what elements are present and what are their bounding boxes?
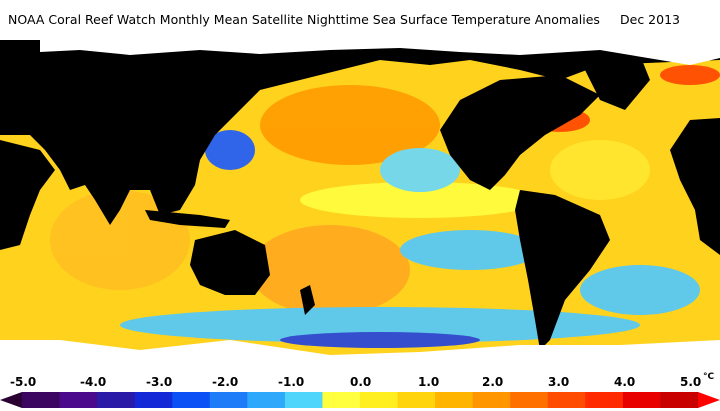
header: NOAA Coral Reef Watch Monthly Mean Satel… (0, 0, 720, 40)
land-eurasia (0, 40, 720, 225)
color-bar-cell (660, 392, 699, 408)
southern-ocean-cold (280, 332, 480, 348)
color-bar-cell (172, 392, 211, 408)
sst-anomaly-map (0, 40, 720, 370)
color-bar-cell (322, 392, 361, 408)
legend-tick: 3.0 (548, 375, 570, 389)
north-pacific-warm (260, 85, 440, 165)
legend-tick: 0.0 (350, 375, 372, 389)
land-masses (0, 40, 720, 350)
arctic-ice (40, 40, 720, 65)
color-bar-right-arrow (698, 392, 720, 408)
arctic-hot-east (660, 65, 720, 85)
legend-tick: 2.0 (482, 375, 504, 389)
color-bar-cell (22, 392, 61, 408)
color-bar-cell (247, 392, 286, 408)
southern-ocean-cool (120, 307, 640, 343)
south-pacific-warm (250, 225, 410, 315)
legend-tick: -3.0 (146, 375, 173, 389)
color-bar-cell (134, 392, 173, 408)
land-indonesia (145, 210, 230, 228)
color-bar-cell (97, 392, 136, 408)
color-bar-cell (397, 392, 436, 408)
land-new-zealand (300, 285, 315, 315)
central-pacific-cool (380, 148, 460, 192)
atlantic-neutral (550, 140, 650, 200)
color-bar-cell (622, 392, 661, 408)
color-bar-cell (472, 392, 511, 408)
color-bar-left-arrow (0, 392, 22, 408)
color-bar-cell (547, 392, 586, 408)
land-south-america (515, 190, 610, 350)
equatorial-neutral (300, 182, 540, 218)
land-africa-east (670, 118, 720, 255)
color-scale-legend: -5.0 -4.0 -3.0 -2.0 -1.0 0.0 1.0 2.0 3.0… (0, 372, 720, 411)
legend-tick: -5.0 (10, 375, 37, 389)
legend-tick: 1.0 (418, 375, 440, 389)
polar-ice (0, 40, 720, 370)
color-bar (0, 392, 720, 408)
map-title: NOAA Coral Reef Watch Monthly Mean Satel… (8, 12, 600, 27)
color-bar-cell (209, 392, 248, 408)
color-bar-cell (510, 392, 549, 408)
legend-unit: °C (703, 372, 715, 382)
east-pacific-cool (400, 230, 540, 270)
map-date: Dec 2013 (620, 12, 680, 27)
land-australia (190, 230, 270, 295)
color-bar-cell (59, 392, 98, 408)
color-bar-cell (360, 392, 399, 408)
legend-tick: 4.0 (614, 375, 636, 389)
land-greenland (580, 55, 650, 110)
antarctic-ice (0, 340, 720, 370)
land-europe-west (0, 58, 60, 110)
color-bar-cell (284, 392, 323, 408)
kuroshio-cold (205, 130, 255, 170)
legend-tick: -4.0 (80, 375, 107, 389)
legend-tick: 5.0 (680, 375, 702, 389)
color-bar-cell (585, 392, 624, 408)
legend-tick: -2.0 (212, 375, 239, 389)
color-bar-cell (435, 392, 474, 408)
legend-tick: -1.0 (278, 375, 305, 389)
ocean-anomaly-patches (0, 57, 720, 348)
south-atlantic-cool (580, 265, 700, 315)
land-africa (0, 140, 55, 250)
land-north-america (440, 75, 600, 190)
color-bar-cells (22, 392, 699, 408)
